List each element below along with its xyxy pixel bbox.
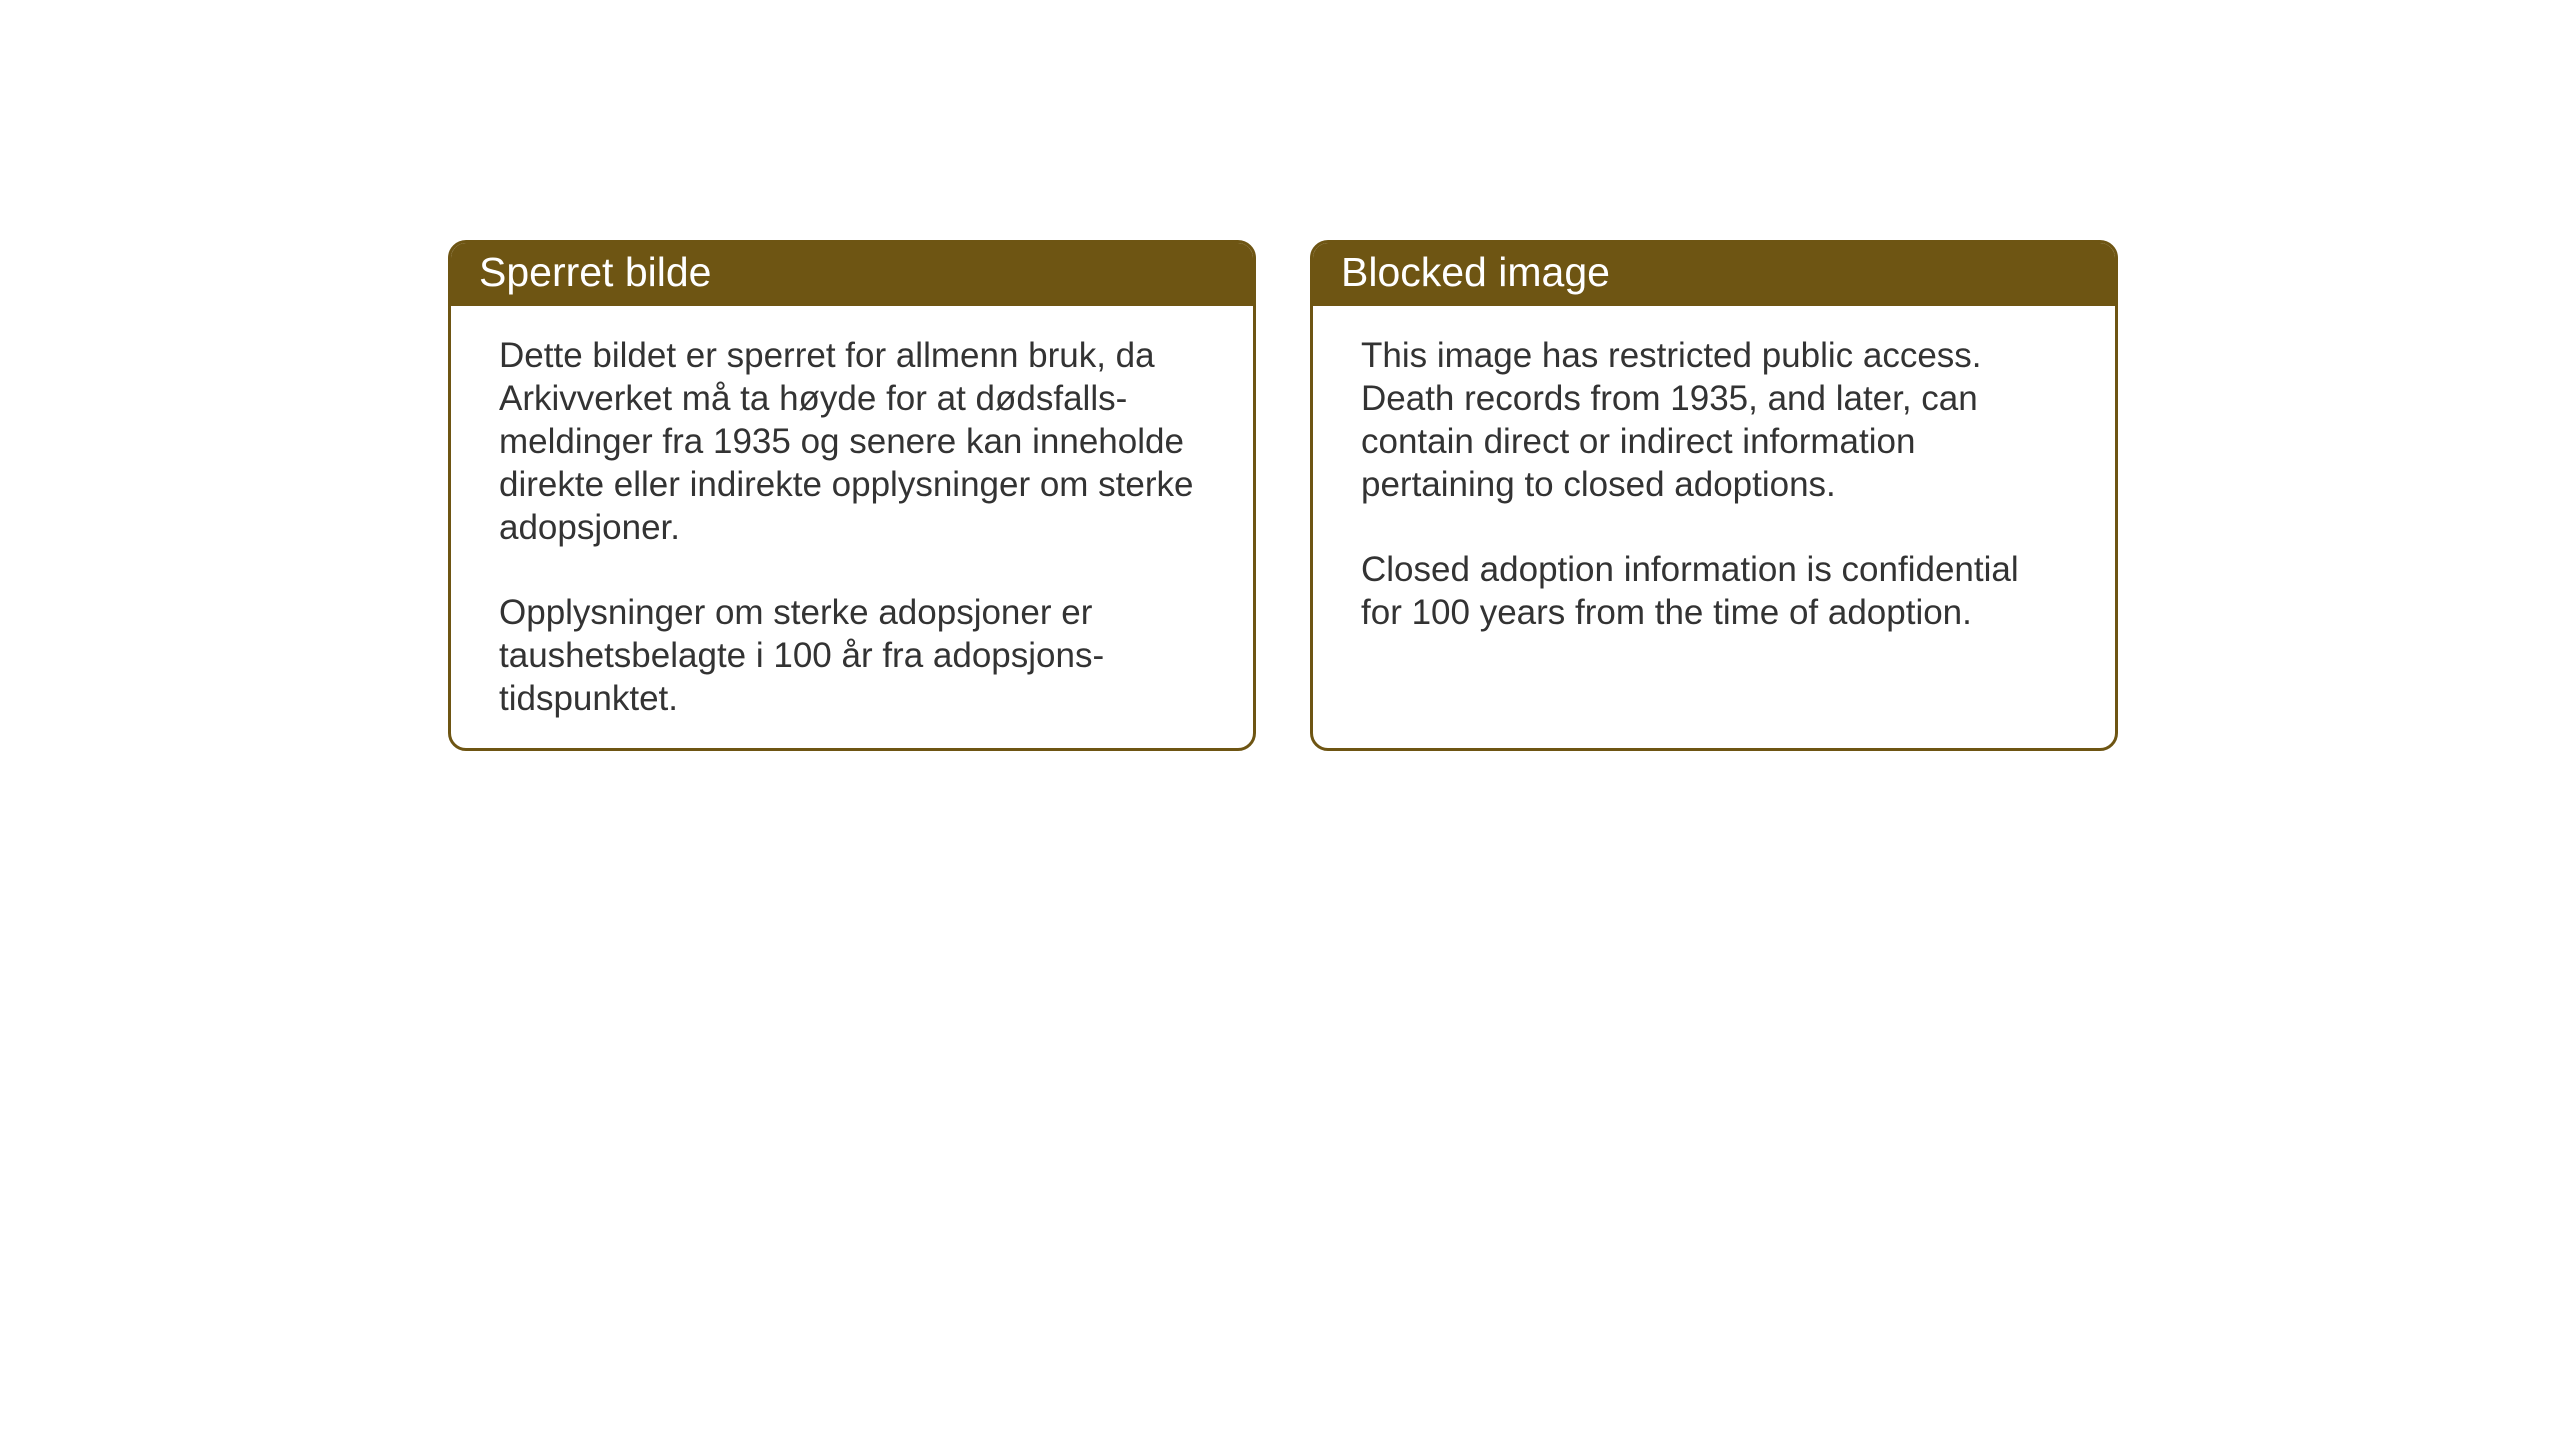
notice-container: Sperret bilde Dette bildet er sperret fo… — [448, 240, 2118, 751]
notice-header-english: Blocked image — [1313, 243, 2115, 306]
notice-paragraph-1-english: This image has restricted public access.… — [1361, 334, 2067, 506]
notice-title-english: Blocked image — [1341, 249, 1610, 295]
notice-title-norwegian: Sperret bilde — [479, 249, 711, 295]
notice-paragraph-1-norwegian: Dette bildet er sperret for allmenn bruk… — [499, 334, 1205, 549]
notice-paragraph-2-english: Closed adoption information is confident… — [1361, 548, 2067, 634]
notice-header-norwegian: Sperret bilde — [451, 243, 1253, 306]
notice-body-norwegian: Dette bildet er sperret for allmenn bruk… — [451, 306, 1253, 748]
notice-card-english: Blocked image This image has restricted … — [1310, 240, 2118, 751]
notice-body-english: This image has restricted public access.… — [1313, 306, 2115, 748]
notice-card-norwegian: Sperret bilde Dette bildet er sperret fo… — [448, 240, 1256, 751]
notice-paragraph-2-norwegian: Opplysninger om sterke adopsjoner er tau… — [499, 591, 1205, 720]
